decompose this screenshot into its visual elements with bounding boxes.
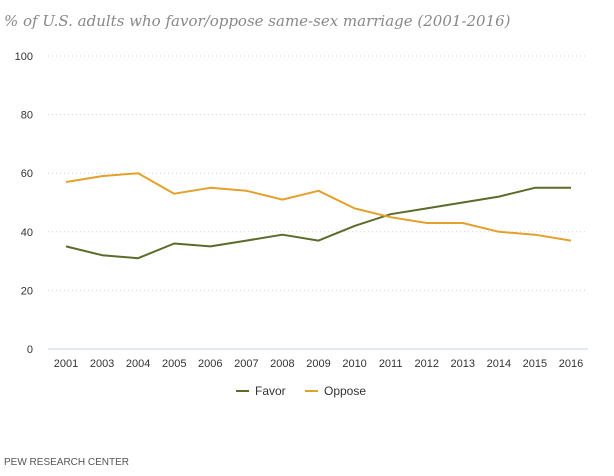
x-tick-label: 2013 [451,358,475,370]
x-tick-label: 2006 [198,358,222,370]
y-tick-label: 40 [21,227,33,239]
x-tick-label: 2001 [54,358,78,370]
x-tick-label: 2008 [270,358,294,370]
legend-label-favor: Favor [255,384,286,398]
x-tick-label: 2009 [306,358,330,370]
legend-label-oppose: Oppose [324,384,366,398]
x-tick-label: 2014 [487,358,511,370]
y-tick-label: 60 [21,168,33,180]
y-tick-label: 0 [27,344,33,356]
chart-title: % of U.S. adults who favor/oppose same-s… [4,12,511,30]
x-tick-label: 2011 [379,358,403,370]
x-tick-label: 2012 [414,358,438,370]
x-tick-label: 2004 [126,358,150,370]
y-tick-label: 80 [21,110,33,122]
y-tick-label: 100 [15,51,33,63]
x-tick-label: 2015 [523,358,547,370]
y-tick-label: 20 [21,285,33,297]
x-tick-label: 2016 [559,358,583,370]
x-tick-label: 2007 [234,358,258,370]
source-note: PEW RESEARCH CENTER [4,457,130,468]
series-line-favor [65,186,571,260]
x-tick-label: 2003 [90,358,114,370]
x-tick-label: 2005 [162,358,186,370]
series-line-oppose [65,172,572,242]
x-tick-label: 2010 [342,358,366,370]
